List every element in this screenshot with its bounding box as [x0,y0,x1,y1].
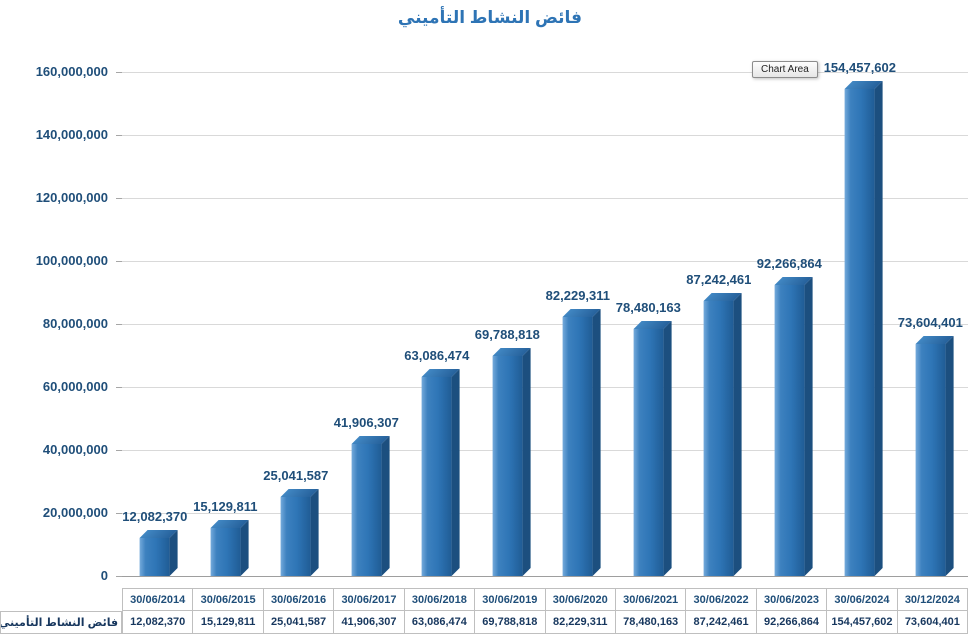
bar-value-label: 92,266,864 [756,256,822,271]
table-value-cell: 92,266,864 [756,611,828,634]
gridline [122,450,968,451]
table-date-cell: 30/06/2020 [545,588,616,611]
axis-tick [116,513,122,514]
table-value-cell: 12,082,370 [122,611,194,634]
table-date-cell: 30/06/2014 [122,588,194,611]
y-axis-tick-label: 40,000,000 [42,442,108,457]
table-date-cell: 30/06/2016 [263,588,335,611]
table-date-cell: 30/06/2019 [475,588,546,611]
bar-column: 63,086,474 [404,72,475,576]
plot-area[interactable]: 12,082,370 15,129,811 25,041,587 41,906,307… [122,60,969,577]
bar[interactable]: 25,041,587 [263,468,328,576]
table-value-cell: 41,906,307 [334,611,405,634]
chart-title: فائض النشاط التأميني [397,8,583,27]
bar[interactable]: 41,906,307 [334,415,399,576]
table-date-cell: 30/06/2015 [193,588,264,611]
bar-column: 154,457,602 [824,60,898,576]
gridline [122,576,968,577]
axis-tick [116,135,122,136]
table-value-cell: 78,480,163 [615,611,687,634]
axis-tick [116,261,122,262]
y-axis-tick-label: 0 [100,568,108,583]
bar[interactable]: 69,788,818 [475,327,540,576]
bar[interactable]: 87,242,461 [686,272,751,576]
bar-value-label: 69,788,818 [474,327,540,342]
axis-tick [116,72,122,73]
gridline [122,135,968,136]
table-value-row: فائض النشاط التأميني 12,082,370 15,129,811… [0,611,969,634]
y-axis-tick-label: 60,000,000 [42,379,108,394]
table-value-cell: 154,457,602 [827,611,898,634]
bar[interactable]: 73,604,401 [898,315,963,576]
y-axis-labels: 160,000,000 140,000,000 120,000,000 100,000… [0,0,112,600]
table-value-cell: 87,242,461 [686,611,757,634]
bar-column: 92,266,864 [757,72,828,576]
bar-value-label: 82,229,311 [545,288,611,303]
gridline [122,387,968,388]
table-value-cell: 73,604,401 [897,611,969,634]
bar-column: 87,242,461 [686,72,757,576]
bar[interactable]: 12,082,370 [122,509,187,576]
legend-label: فائض النشاط التأميني [0,617,119,629]
axis-tick [116,324,122,325]
chart-area-tooltip: Chart Area [752,61,818,78]
table-date-cell: 30/06/2022 [686,588,757,611]
bar-column: 15,129,811 [193,72,264,576]
bar[interactable]: 92,266,864 [757,256,822,576]
legend: فائض النشاط التأميني [0,611,122,634]
table-date-cell: 30/06/2017 [334,588,405,611]
y-axis-tick-label: 80,000,000 [42,316,108,331]
bar-series: 12,082,370 15,129,811 25,041,587 41,906,307… [122,60,969,576]
bar-column: 41,906,307 [334,72,405,576]
bar-value-label: 73,604,401 [897,315,963,330]
axis-tick [116,450,122,451]
bar[interactable]: 63,086,474 [404,348,469,576]
bar-value-label: 63,086,474 [404,348,470,363]
table-value-cell: 25,041,587 [263,611,335,634]
y-axis-tick-label: 140,000,000 [35,127,108,142]
table-date-cell: 30/06/2018 [404,588,476,611]
table-date-cell: 30/06/2024 [827,588,898,611]
bar[interactable]: 82,229,311 [546,288,610,576]
bar-column: 25,041,587 [263,72,334,576]
bar-column: 82,229,311 [545,72,616,576]
y-axis-tick-label: 100,000,000 [35,253,108,268]
bar-column: 73,604,401 [898,72,969,576]
y-axis-tick-label: 20,000,000 [42,505,108,520]
bar-value-label: 87,242,461 [686,272,752,287]
axis-tick [116,576,122,577]
y-axis-tick-label: 120,000,000 [35,190,108,205]
bar-value-label: 78,480,163 [615,300,681,315]
bar-value-label: 12,082,370 [122,509,188,524]
table-header-row: 30/06/2014 30/06/2015 30/06/2016 30/06/2017… [0,588,969,611]
bar-column: 12,082,370 [122,72,193,576]
table-date-cell: 30/06/2021 [615,588,687,611]
bar-column: 69,788,818 [475,72,546,576]
table-date-cell: 30/12/2024 [897,588,969,611]
bar-value-label: 154,457,602 [823,60,896,75]
table-date-cell: 30/06/2023 [756,588,828,611]
table-value-cell: 82,229,311 [545,611,616,634]
gridline [122,72,968,73]
bar-value-label: 41,906,307 [333,415,399,430]
table-value-cell: 69,788,818 [475,611,546,634]
table-value-cell: 15,129,811 [193,611,264,634]
legend-spacer-cell [0,588,122,611]
gridline [122,261,968,262]
table-value-cell: 63,086,474 [404,611,476,634]
axis-tick [116,198,122,199]
bar-value-label: 25,041,587 [263,468,329,483]
gridline [122,324,968,325]
y-axis-tick-label: 160,000,000 [35,64,108,79]
gridline [122,198,968,199]
axis-tick [116,387,122,388]
bar[interactable]: 15,129,811 [193,499,258,576]
bar[interactable]: 154,457,602 [824,60,896,576]
bar-value-label: 15,129,811 [193,499,258,514]
gridline [122,513,968,514]
bar[interactable]: 78,480,163 [616,300,681,576]
bar-column: 78,480,163 [616,72,687,576]
data-table: 30/06/2014 30/06/2015 30/06/2016 30/06/2017… [0,588,969,634]
